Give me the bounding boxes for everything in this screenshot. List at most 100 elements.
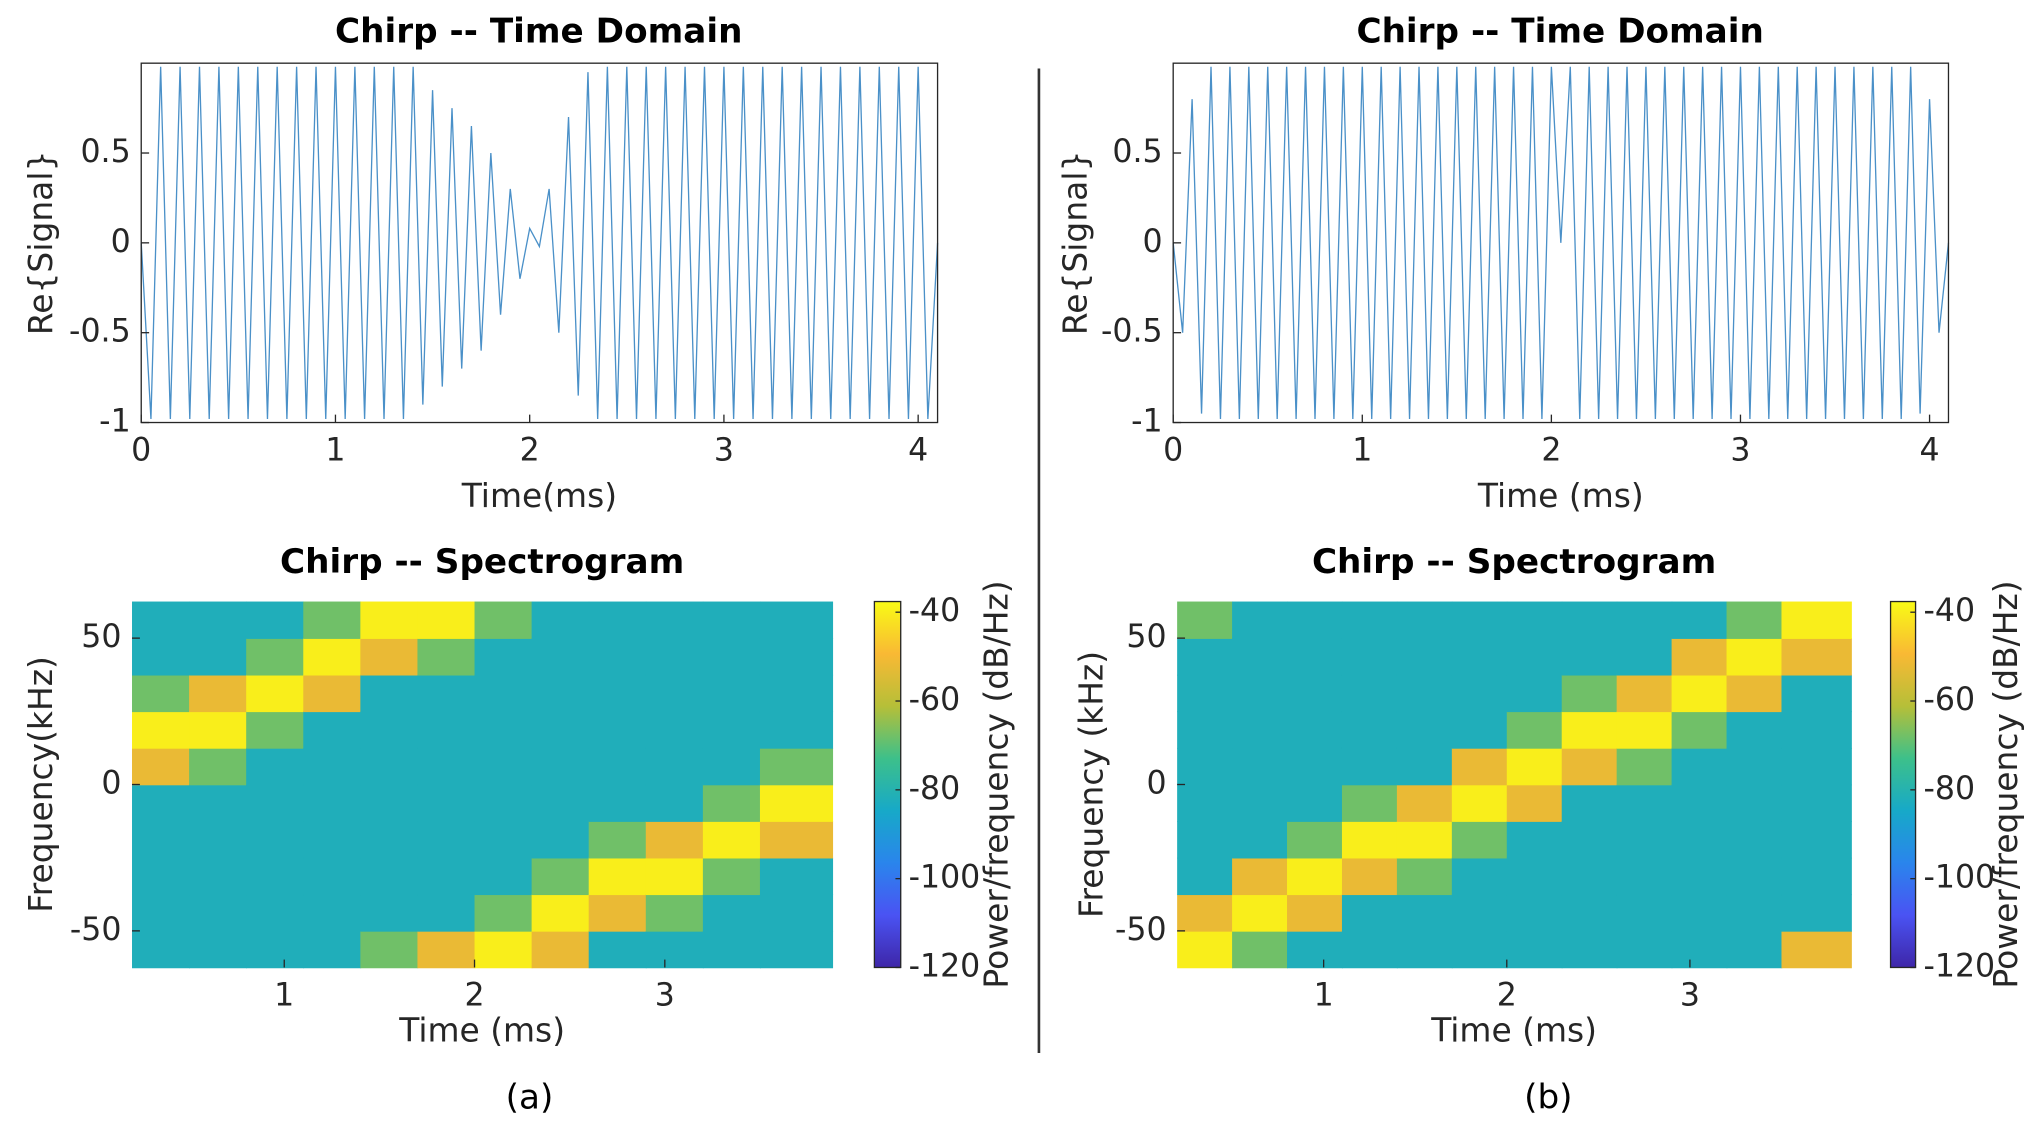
heat-cell [189,711,247,749]
heat-cell [1287,784,1343,822]
heat-cell [1341,601,1398,639]
x-tick-label: 3 [655,977,675,1013]
heat-cell [1451,674,1508,713]
heat-cell [1781,821,1852,859]
heat-cell [1341,638,1398,676]
y-tick-label: -0.5 [1101,314,1163,350]
heat-cell [531,821,590,859]
heat-cell [1232,821,1288,859]
heat-cell [1232,638,1288,676]
heat-cell [1561,674,1618,713]
heat-cell [1561,894,1618,932]
y-tick-label: -50 [70,912,122,948]
heat-cell [1232,857,1288,896]
heat-cell [588,930,647,969]
heat-cell [1671,747,1728,786]
heat-cell [303,601,362,639]
heat-cell [1451,930,1508,969]
heat-cell [531,711,590,749]
heat-cell [1451,894,1508,932]
heat-cell [417,601,476,639]
heat-cell [1506,601,1563,639]
heat-cell [360,894,419,932]
chart-title: Chirp -- Time Domain [335,11,742,51]
heat-cell [189,638,247,676]
caption: (b) [1524,1078,1572,1118]
heat-cell [645,894,704,932]
heat-cell [132,747,190,786]
heat-cell [588,894,647,932]
heat-cell [1506,711,1563,749]
signal-line [1172,66,1950,419]
heat-cell [531,857,590,896]
heat-cell [588,747,647,786]
heat-cell [645,821,704,859]
heat-cell [645,638,704,676]
heat-cell [1781,674,1852,713]
heat-cell [360,930,419,969]
heat-cell [1671,857,1728,896]
heat-cell [1506,821,1563,859]
heat-cell [360,784,419,822]
colorbar-label: Power/frequency (dB/Hz) [1986,580,2025,988]
heat-cell [1287,711,1343,749]
x-tick-label: 3 [1730,432,1750,468]
heat-cell [588,601,647,639]
heat-cell [303,857,362,896]
heat-cell [1561,857,1618,896]
colorbar-label: Power/frequency (dB/Hz) [977,580,1016,988]
heat-cell [531,601,590,639]
heat-cell [189,857,247,896]
heat-cell [1726,930,1783,969]
heat-cell [1671,894,1728,932]
heat-cell [702,821,761,859]
heat-cell [360,857,419,896]
heat-cell [1341,747,1398,786]
heat-cell [417,821,476,859]
heat-cell [1561,784,1618,822]
heat-cell [702,711,761,749]
heat-cell [1396,894,1453,932]
heat-cell [1396,857,1453,896]
heat-cell [1396,821,1453,859]
heat-cell [132,601,190,639]
heat-cell [132,821,190,859]
heat-cell [1726,784,1783,822]
heat-cell [702,784,761,822]
heat-cell [1616,857,1673,896]
heat-cell [474,747,533,786]
heat-cell [189,747,247,786]
heat-cell [1287,601,1343,639]
heat-cell [303,930,362,969]
heat-cell [1287,894,1343,932]
heat-cell [474,638,533,676]
heat-cell [759,674,834,713]
colorbar-tick-label: -100 [1923,860,1995,896]
heat-cell [759,601,834,639]
colorbar [1889,600,1917,969]
heat-cell [1561,711,1618,749]
heat-cell [246,601,305,639]
heat-cell [474,821,533,859]
heat-cell [1451,784,1508,822]
heat-cell [1506,747,1563,786]
heat-cell [1396,784,1453,822]
x-axis-label: Time (ms) [1430,1010,1597,1049]
y-tick-label: 0.5 [80,134,130,170]
heat-cell [303,638,362,676]
colorbar-tick-label: -100 [909,860,981,896]
heat-cell [303,894,362,932]
x-axis-label: Time (ms) [1477,476,1644,515]
heat-cell [531,784,590,822]
heat-cell [474,711,533,749]
heat-cell [531,894,590,932]
x-tick-label: 3 [1680,977,1700,1013]
heat-cell [645,674,704,713]
heat-cell [588,857,647,896]
heat-cell [702,638,761,676]
heat-cell [360,674,419,713]
heat-cell [1451,747,1508,786]
y-tick-label: 0 [101,766,121,802]
colorbar-tick-label: -120 [1923,948,1995,984]
